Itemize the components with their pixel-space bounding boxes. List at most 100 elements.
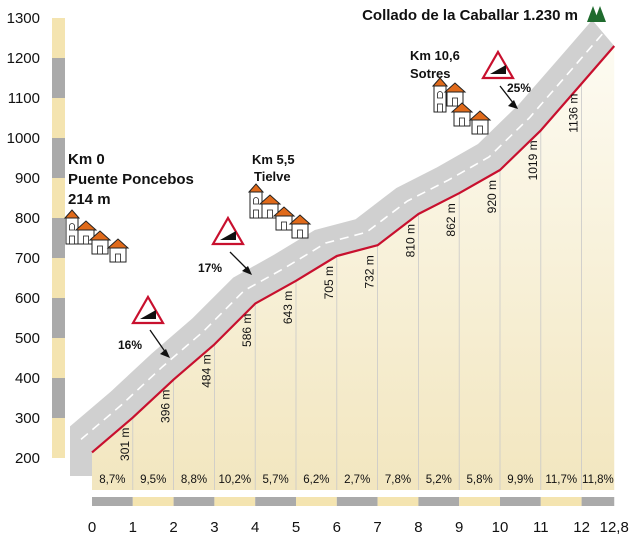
x-tick-label: 4	[251, 519, 259, 536]
y-tick-label: 800	[15, 210, 40, 227]
y-tick-label: 1200	[7, 50, 40, 67]
x-axis-band	[418, 497, 460, 506]
segment-grade-label: 5,2%	[426, 474, 452, 486]
altitude-label: 732 m	[363, 255, 377, 288]
x-axis-band	[459, 497, 500, 506]
segment-grade-label: 6,2%	[303, 474, 329, 486]
altitude-label: 586 m	[240, 314, 254, 347]
x-tick-label: 10	[492, 519, 509, 536]
y-tick-label: 500	[15, 330, 40, 347]
x-tick-label: 12,8	[600, 519, 629, 536]
y-tick-label: 1000	[7, 130, 40, 147]
x-axis-band	[214, 497, 256, 506]
x-tick-label: 7	[373, 519, 381, 536]
x-axis-band	[500, 497, 541, 506]
tielve-name-label: Tielve	[254, 169, 291, 184]
segment-grade-label: 9,9%	[507, 474, 533, 486]
altitude-label: 643 m	[281, 291, 295, 324]
x-axis-band	[92, 497, 133, 506]
x-axis-band	[336, 497, 378, 506]
village-icon-poncebos	[64, 209, 129, 263]
x-axis-band	[296, 497, 337, 506]
start-name-label: Puente Poncebos	[68, 171, 194, 188]
y-axis-band	[52, 338, 65, 378]
sotres-name-label: Sotres	[410, 66, 450, 81]
segment-grade-label: 9,5%	[140, 474, 166, 486]
grade-sign-17: 17%	[198, 216, 252, 275]
y-tick-label: 300	[15, 410, 40, 427]
start-km-label: Km 0	[68, 151, 105, 168]
y-tick-label: 600	[15, 290, 40, 307]
x-tick-label: 6	[333, 519, 341, 536]
village-icon-sotres	[432, 77, 491, 135]
y-axis-band	[52, 378, 65, 418]
y-tick-label: 1300	[7, 10, 40, 27]
segment-grade-label: 5,8%	[466, 474, 492, 486]
y-tick-label: 200	[15, 450, 40, 467]
x-axis-band	[581, 497, 615, 506]
y-tick-label: 700	[15, 250, 40, 267]
segment-grade-label: 8,8%	[181, 474, 207, 486]
x-tick-label: 12	[573, 519, 590, 536]
altitude-label: 810 m	[403, 224, 417, 257]
y-axis-band	[52, 418, 65, 458]
x-axis-band	[377, 497, 419, 506]
grade-sign-16: 16%	[118, 295, 170, 358]
pine-trees-icon	[587, 6, 606, 22]
y-axis-band	[52, 178, 65, 218]
tielve-km-label: Km 5,5	[252, 152, 295, 167]
altitude-label: 396 m	[159, 390, 173, 423]
y-axis-band	[52, 298, 65, 338]
x-tick-label: 9	[455, 519, 463, 536]
village-icon-tielve	[248, 183, 311, 239]
altitude-label: 301 m	[118, 428, 132, 461]
svg-text:17%: 17%	[198, 261, 222, 275]
y-axis-band	[52, 258, 65, 298]
y-tick-label: 400	[15, 370, 40, 387]
chart-title: Collado de la Caballar 1.230 m	[362, 7, 578, 24]
x-tick-label: 11	[533, 519, 549, 536]
altitude-label: 920 m	[485, 180, 499, 213]
profile-area	[92, 46, 615, 490]
altitude-label: 862 m	[444, 203, 458, 236]
y-tick-label: 1100	[8, 90, 40, 107]
grade-sign-25: 25%	[481, 50, 531, 109]
altitude-label: 1019 m	[526, 140, 540, 180]
sotres-km-label: Km 10,6	[410, 48, 460, 63]
profile-line	[91, 45, 616, 454]
altitude-label: 484 m	[199, 354, 213, 387]
y-axis-band	[52, 138, 65, 178]
x-axis-band	[255, 497, 296, 506]
x-tick-label: 3	[210, 519, 218, 536]
x-axis-band	[132, 497, 174, 506]
segment-grade-label: 11,8%	[582, 474, 614, 486]
y-axis-band	[52, 218, 65, 258]
x-tick-label: 1	[129, 519, 137, 536]
segment-grade-label: 7,8%	[385, 474, 411, 486]
x-tick-label: 0	[88, 519, 96, 536]
x-axis: 0 1 2 3 4 5 6 7 8 9 10 11 12 12,8	[88, 497, 629, 536]
y-axis-band	[52, 18, 65, 58]
x-tick-label: 2	[169, 519, 177, 536]
altitude-label: 705 m	[322, 266, 336, 299]
y-axis-band	[52, 58, 65, 98]
x-axis-band	[173, 497, 215, 506]
start-altitude-label: 214 m	[68, 191, 111, 208]
road-centerline	[80, 32, 604, 441]
road-band	[70, 20, 615, 476]
svg-text:16%: 16%	[118, 338, 142, 352]
segment-grade-label: 10,2%	[218, 474, 251, 486]
y-axis-band	[52, 98, 65, 138]
segment-grade-label: 2,7%	[344, 474, 370, 486]
svg-text:25%: 25%	[507, 81, 531, 95]
segment-grade-label: 11,7%	[545, 474, 577, 486]
altitude-label: 1136 m	[567, 94, 581, 133]
x-tick-label: 5	[292, 519, 300, 536]
segment-grade-label: 5,7%	[262, 474, 288, 486]
y-tick-label: 900	[15, 170, 40, 187]
segment-grade-label: 8,7%	[99, 474, 125, 486]
x-axis-band	[540, 497, 582, 506]
y-axis: 200 300 400 500 600 700 800 900 1000 1100 1200 1300	[7, 10, 65, 467]
x-tick-label: 8	[414, 519, 422, 536]
